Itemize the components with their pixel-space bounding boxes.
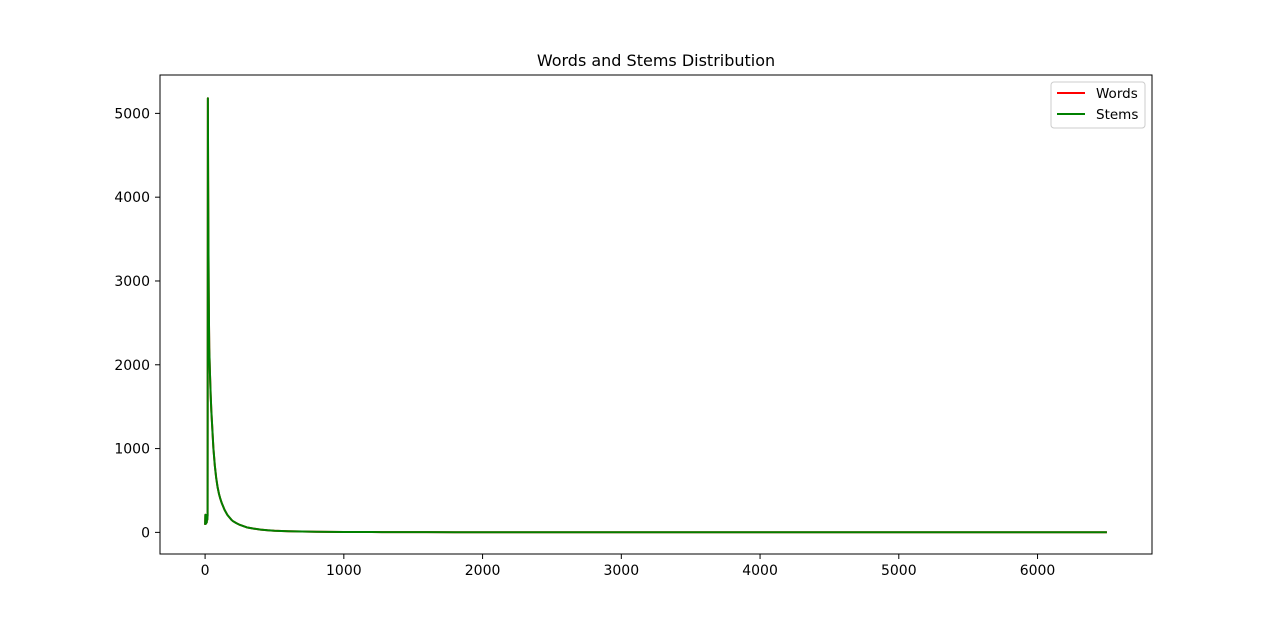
chart-title: Words and Stems Distribution	[537, 51, 775, 70]
series-line-stems	[204, 97, 1107, 534]
y-tick-label: 2000	[114, 358, 150, 374]
x-axis: 0 1000 2000 3000 4000 5000 6000	[201, 554, 1056, 579]
y-tick-label: 1000	[114, 442, 150, 458]
y-tick-label: 3000	[114, 274, 150, 290]
x-tick-label: 1000	[326, 563, 362, 579]
y-axis: 0 1000 2000 3000 4000 5000	[114, 106, 160, 541]
y-tick-label: 0	[141, 525, 150, 541]
plot-lines	[204, 97, 1107, 534]
y-tick-label: 5000	[114, 106, 150, 122]
x-tick-label: 6000	[1020, 563, 1056, 579]
legend-label-stems: Stems	[1096, 107, 1138, 123]
x-tick-label: 0	[201, 563, 210, 579]
y-tick-label: 4000	[114, 190, 150, 206]
x-tick-label: 3000	[603, 563, 639, 579]
x-tick-label: 5000	[881, 563, 917, 579]
plot-area-frame	[159, 74, 1153, 555]
legend: Words Stems	[1050, 81, 1146, 129]
legend-label-words: Words	[1096, 86, 1138, 102]
x-tick-label: 4000	[742, 563, 778, 579]
x-tick-label: 2000	[465, 563, 501, 579]
